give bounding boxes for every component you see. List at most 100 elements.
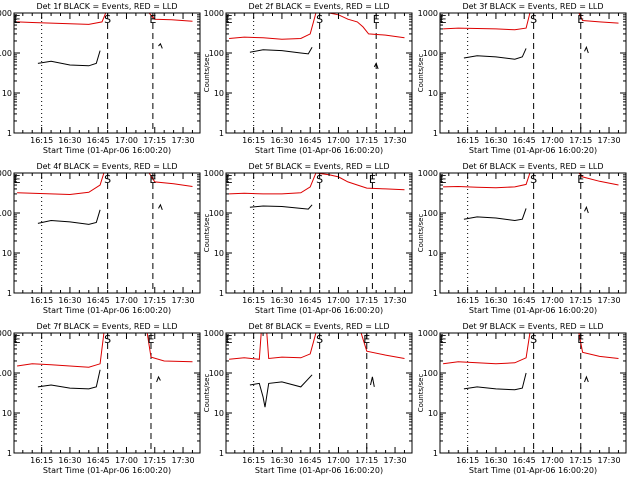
- series-black-2: [584, 205, 589, 214]
- x-tick-label: 17:00: [115, 456, 138, 465]
- x-tick-label: 17:15: [355, 456, 378, 465]
- x-tick-label: 16:15: [30, 296, 53, 305]
- y-tick-label: 1000: [0, 329, 12, 338]
- panel-det-4: Det 4f BLACK = Events, RED = LLD E S E 1 10 10…: [0, 162, 201, 315]
- x-axis-label: Start Time (01-Apr-06 16:00:20): [255, 146, 383, 155]
- x-tick-label: 16:30: [58, 456, 81, 465]
- series-black-1: [37, 50, 101, 67]
- x-axis-label: Start Time (01-Apr-06 16:00:20): [43, 146, 171, 155]
- x-tick-label: 16:15: [456, 456, 479, 465]
- panel-det-8: Det 8f BLACK = Events, RED = LLD E S E 1 10 10…: [203, 322, 413, 475]
- marker-label: E: [577, 333, 584, 346]
- series-black-1: [37, 369, 101, 390]
- axes-frame: [225, 332, 413, 454]
- y-tick-label: 10: [428, 409, 438, 418]
- marker-label: E: [363, 333, 370, 346]
- panel-title: Det 4f BLACK = Events, RED = LLD: [36, 162, 177, 171]
- x-tick-label: 17:00: [541, 136, 564, 145]
- y-tick-label: 1000: [204, 169, 224, 178]
- series-black-1: [463, 372, 527, 391]
- axes-frame: [439, 12, 627, 134]
- series-black-1: [463, 208, 527, 222]
- x-tick-label: 16:30: [270, 296, 293, 305]
- series-black-2: [158, 203, 163, 210]
- marker-label: E: [226, 333, 233, 346]
- y-tick-label: 100: [0, 49, 12, 58]
- x-tick-label: 16:45: [87, 456, 110, 465]
- x-axis-label: Start Time (01-Apr-06 16:00:20): [469, 306, 597, 315]
- x-tick-label: 17:30: [172, 296, 195, 305]
- axes-frame: [13, 332, 201, 454]
- y-tick-label: 1000: [0, 169, 12, 178]
- marker-label: S: [530, 173, 537, 186]
- x-tick-label: 17:00: [115, 296, 138, 305]
- y-tick-label: 1: [219, 449, 224, 458]
- x-tick-label: 16:30: [270, 456, 293, 465]
- panel-det-6: Det 6f BLACK = Events, RED = LLD E S E 1 10 10…: [417, 162, 627, 315]
- x-axis-label: Start Time (01-Apr-06 16:00:20): [469, 466, 597, 475]
- x-tick-label: 16:45: [87, 296, 110, 305]
- x-tick-label: 16:15: [456, 296, 479, 305]
- y-tick-label: 100: [0, 369, 12, 378]
- x-tick-label: 17:15: [355, 136, 378, 145]
- series-red-0: [17, 172, 193, 196]
- x-axis-label: Start Time (01-Apr-06 16:00:20): [469, 146, 597, 155]
- series-black-2: [584, 45, 589, 54]
- y-tick-label: 100: [423, 49, 438, 58]
- x-tick-label: 16:15: [242, 456, 265, 465]
- marker-label: E: [149, 173, 156, 186]
- panel-det-3: Det 3f BLACK = Events, RED = LLD E S E 1 10 10…: [417, 2, 627, 155]
- x-tick-label: 16:45: [513, 456, 536, 465]
- y-tick-label: 1000: [0, 9, 12, 18]
- y-tick-label: 100: [209, 209, 224, 218]
- y-tick-label: 100: [209, 369, 224, 378]
- x-tick-label: 17:30: [384, 456, 407, 465]
- series-black-1: [249, 374, 313, 408]
- x-tick-label: 17:15: [569, 136, 592, 145]
- panel-det-1: Det 1f BLACK = Events, RED = LLD E S E 1 10 10…: [0, 2, 201, 155]
- y-axis-label: Counts/sec: [417, 54, 425, 93]
- panel-det-7: Det 7f BLACK = Events, RED = LLD E S E 1 10 10…: [0, 322, 201, 475]
- panel-title: Det 9f BLACK = Events, RED = LLD: [462, 322, 603, 331]
- y-tick-label: 1000: [418, 169, 438, 178]
- marker-label: E: [440, 333, 447, 346]
- y-tick-label: 100: [423, 209, 438, 218]
- series-black-1: [463, 48, 527, 60]
- marker-label: S: [104, 333, 111, 346]
- series-red-0: [443, 332, 619, 365]
- panel-title: Det 6f BLACK = Events, RED = LLD: [462, 162, 603, 171]
- marker-label: E: [14, 333, 21, 346]
- axes-frame: [439, 332, 627, 454]
- series-red-0: [443, 172, 619, 189]
- series-black-2: [373, 62, 379, 70]
- x-tick-label: 17:00: [541, 296, 564, 305]
- x-tick-label: 16:30: [484, 136, 507, 145]
- y-axis-label: Counts/sec: [203, 214, 211, 253]
- panel-title: Det 7f BLACK = Events, RED = LLD: [36, 322, 177, 331]
- y-tick-label: 1: [433, 289, 438, 298]
- panel-title: Det 3f BLACK = Events, RED = LLD: [462, 2, 603, 11]
- x-axis-label: Start Time (01-Apr-06 16:00:20): [43, 466, 171, 475]
- x-tick-label: 17:00: [541, 456, 564, 465]
- axes-frame: [13, 172, 201, 294]
- marker-label: S: [316, 333, 323, 346]
- x-tick-label: 16:45: [299, 136, 322, 145]
- x-tick-label: 16:30: [484, 456, 507, 465]
- y-tick-label: 10: [214, 89, 224, 98]
- x-axis-label: Start Time (01-Apr-06 16:00:20): [255, 306, 383, 315]
- panel-det-9: Det 9f BLACK = Events, RED = LLD E S E 1 10 10…: [417, 322, 627, 475]
- y-tick-label: 10: [214, 409, 224, 418]
- x-tick-label: 17:30: [598, 136, 621, 145]
- series-black-1: [249, 46, 313, 55]
- marker-label: E: [14, 173, 21, 186]
- marker-label: S: [530, 333, 537, 346]
- series-red-0: [229, 172, 405, 195]
- series-black-2: [158, 42, 163, 49]
- y-tick-label: 100: [423, 369, 438, 378]
- x-tick-label: 17:30: [598, 296, 621, 305]
- series-black-2: [156, 375, 161, 383]
- marker-label: E: [369, 173, 376, 186]
- marker-label: S: [530, 13, 537, 26]
- x-tick-label: 17:30: [384, 136, 407, 145]
